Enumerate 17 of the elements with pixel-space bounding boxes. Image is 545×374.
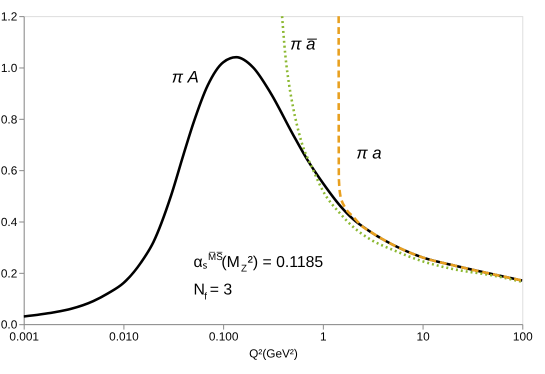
x-tick-label: 0.010 (109, 329, 140, 344)
y-tick-label: 1.2 (0, 10, 18, 24)
annotation: π A (172, 67, 199, 86)
x-tick-label: 0.100 (208, 329, 239, 344)
x-tick-label: 100 (512, 329, 534, 344)
y-tick-label: 0.6 (0, 164, 18, 178)
x-tick-label: 1 (320, 329, 327, 344)
y-tick-label: 0.0 (0, 318, 18, 332)
annotation: π a (356, 143, 382, 162)
y-tick-label: 0.4 (0, 214, 18, 229)
x-tick-label: 10 (416, 329, 430, 344)
y-tick-label: 0.2 (0, 266, 18, 280)
y-tick-label: 1.0 (0, 60, 18, 75)
y-tick-label: 0.8 (0, 112, 18, 126)
x-tick-label: 0.001 (9, 329, 39, 344)
x-axis-title: Q²(GeV²) (249, 346, 298, 360)
annotation: π a̅ (290, 34, 318, 54)
